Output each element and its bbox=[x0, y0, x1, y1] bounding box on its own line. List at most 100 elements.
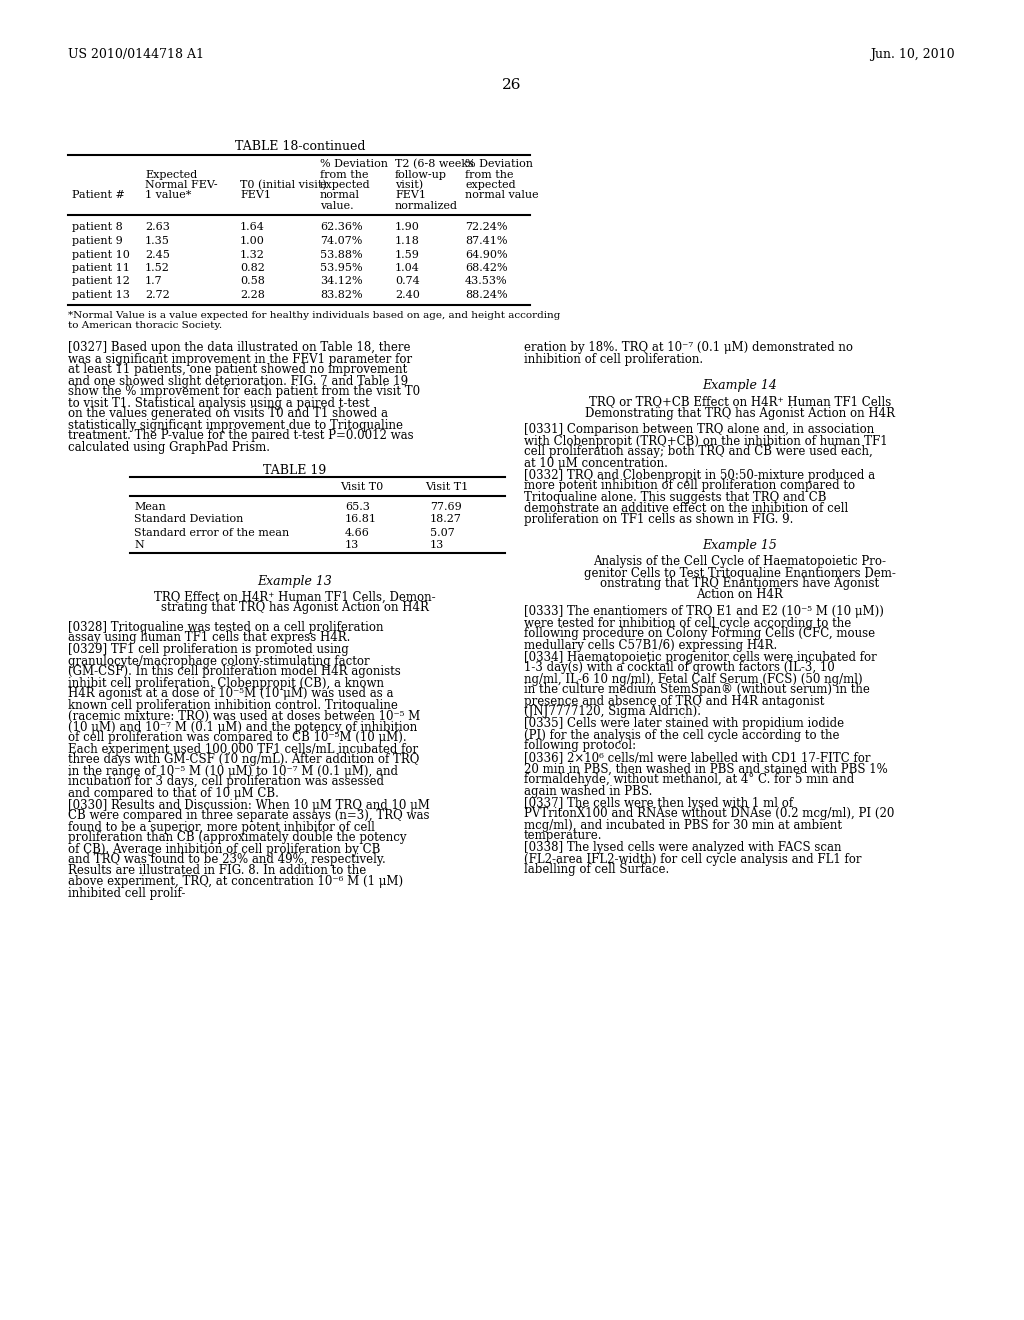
Text: inhibition of cell proliferation.: inhibition of cell proliferation. bbox=[524, 352, 703, 366]
Text: (PI) for the analysis of the cell cycle according to the: (PI) for the analysis of the cell cycle … bbox=[524, 729, 840, 742]
Text: Standard Deviation: Standard Deviation bbox=[134, 515, 244, 524]
Text: 34.12%: 34.12% bbox=[319, 276, 362, 286]
Text: PVTritonX100 and RNAse without DNAse (0.2 mcg/ml), PI (20: PVTritonX100 and RNAse without DNAse (0.… bbox=[524, 808, 894, 821]
Text: assay using human TF1 cells that express H4R.: assay using human TF1 cells that express… bbox=[68, 631, 350, 644]
Text: with Clobenpropit (TRQ+CB) on the inhibition of human TF1: with Clobenpropit (TRQ+CB) on the inhibi… bbox=[524, 434, 888, 447]
Text: granulocyte/macrophage colony-stimulating factor: granulocyte/macrophage colony-stimulatin… bbox=[68, 655, 370, 668]
Text: cell proliferation assay; both TRQ and CB were used each,: cell proliferation assay; both TRQ and C… bbox=[524, 446, 872, 458]
Text: patient 12: patient 12 bbox=[72, 276, 130, 286]
Text: 1 value*: 1 value* bbox=[145, 190, 191, 201]
Text: (GM-CSF). In this cell proliferation model H4R agonists: (GM-CSF). In this cell proliferation mod… bbox=[68, 665, 400, 678]
Text: treatment. The P-value for the paired t-test P=0.0012 was: treatment. The P-value for the paired t-… bbox=[68, 429, 414, 442]
Text: 2.45: 2.45 bbox=[145, 249, 170, 260]
Text: labelling of cell Surface.: labelling of cell Surface. bbox=[524, 863, 670, 876]
Text: T2 (6-8 weeks: T2 (6-8 weeks bbox=[395, 158, 474, 169]
Text: 77.69: 77.69 bbox=[430, 502, 462, 511]
Text: Jun. 10, 2010: Jun. 10, 2010 bbox=[870, 48, 954, 61]
Text: visit): visit) bbox=[395, 180, 423, 190]
Text: Standard error of the mean: Standard error of the mean bbox=[134, 528, 289, 537]
Text: 68.42%: 68.42% bbox=[465, 263, 508, 273]
Text: at 10 μM concentration.: at 10 μM concentration. bbox=[524, 457, 668, 470]
Text: 2.28: 2.28 bbox=[240, 290, 265, 300]
Text: Normal FEV-: Normal FEV- bbox=[145, 180, 218, 190]
Text: 1.90: 1.90 bbox=[395, 223, 420, 232]
Text: % Deviation: % Deviation bbox=[319, 158, 388, 169]
Text: and one showed slight deterioration. FIG. 7 and Table 19: and one showed slight deterioration. FIG… bbox=[68, 375, 409, 388]
Text: on the values generated on visits T0 and T1 showed a: on the values generated on visits T0 and… bbox=[68, 408, 388, 421]
Text: eration by 18%. TRQ at 10⁻⁷ (0.1 μM) demonstrated no: eration by 18%. TRQ at 10⁻⁷ (0.1 μM) dem… bbox=[524, 342, 853, 355]
Text: 1.7: 1.7 bbox=[145, 276, 163, 286]
Text: in the culture medium StemSpan® (without serum) in the: in the culture medium StemSpan® (without… bbox=[524, 684, 869, 697]
Text: 2.72: 2.72 bbox=[145, 290, 170, 300]
Text: Action on H4R: Action on H4R bbox=[696, 589, 783, 602]
Text: 1.35: 1.35 bbox=[145, 236, 170, 246]
Text: TRQ or TRQ+CB Effect on H4R⁺ Human TF1 Cells: TRQ or TRQ+CB Effect on H4R⁺ Human TF1 C… bbox=[589, 396, 891, 408]
Text: 2.63: 2.63 bbox=[145, 223, 170, 232]
Text: patient 13: patient 13 bbox=[72, 290, 130, 300]
Text: were tested for inhibition of cell cycle according to the: were tested for inhibition of cell cycle… bbox=[524, 616, 851, 630]
Text: [0335] Cells were later stained with propidium iodide: [0335] Cells were later stained with pro… bbox=[524, 718, 844, 730]
Text: at least 11 patients, one patient showed no improvement: at least 11 patients, one patient showed… bbox=[68, 363, 408, 376]
Text: genitor Cells to Test Tritoqualine Enantiomers Dem-: genitor Cells to Test Tritoqualine Enant… bbox=[584, 566, 896, 579]
Text: Results are illustrated in FIG. 8. In addition to the: Results are illustrated in FIG. 8. In ad… bbox=[68, 865, 367, 878]
Text: Example 13: Example 13 bbox=[258, 574, 333, 587]
Text: Tritoqualine alone. This suggests that TRQ and CB: Tritoqualine alone. This suggests that T… bbox=[524, 491, 826, 503]
Text: 0.74: 0.74 bbox=[395, 276, 420, 286]
Text: 74.07%: 74.07% bbox=[319, 236, 362, 246]
Text: expected: expected bbox=[319, 180, 371, 190]
Text: normalized: normalized bbox=[395, 201, 458, 211]
Text: normal value: normal value bbox=[465, 190, 539, 201]
Text: value.: value. bbox=[319, 201, 353, 211]
Text: onstrating that TRQ Enantiomers have Agonist: onstrating that TRQ Enantiomers have Ago… bbox=[600, 578, 880, 590]
Text: 0.82: 0.82 bbox=[240, 263, 265, 273]
Text: [0328] Tritoqualine was tested on a cell proliferation: [0328] Tritoqualine was tested on a cell… bbox=[68, 620, 384, 634]
Text: mcg/ml), and incubated in PBS for 30 min at ambient: mcg/ml), and incubated in PBS for 30 min… bbox=[524, 818, 842, 832]
Text: presence and absence of TRQ and H4R antagonist: presence and absence of TRQ and H4R anta… bbox=[524, 694, 824, 708]
Text: 72.24%: 72.24% bbox=[465, 223, 508, 232]
Text: formaldehyde, without methanol, at 4° C. for 5 min and: formaldehyde, without methanol, at 4° C.… bbox=[524, 774, 854, 787]
Text: follow-up: follow-up bbox=[395, 169, 447, 180]
Text: show the % improvement for each patient from the visit T0: show the % improvement for each patient … bbox=[68, 385, 420, 399]
Text: from the: from the bbox=[319, 169, 369, 180]
Text: 0.58: 0.58 bbox=[240, 276, 265, 286]
Text: [0334] Haematopoietic progenitor cells were incubated for: [0334] Haematopoietic progenitor cells w… bbox=[524, 651, 877, 664]
Text: 2.40: 2.40 bbox=[395, 290, 420, 300]
Text: [0332] TRQ and Clobenpropit in 50:50-mixture produced a: [0332] TRQ and Clobenpropit in 50:50-mix… bbox=[524, 469, 876, 482]
Text: Each experiment used 100,000 TF1 cells/mL incubated for: Each experiment used 100,000 TF1 cells/m… bbox=[68, 742, 418, 755]
Text: H4R agonist at a dose of 10⁻⁵M (10 μM) was used as a: H4R agonist at a dose of 10⁻⁵M (10 μM) w… bbox=[68, 688, 393, 701]
Text: patient 11: patient 11 bbox=[72, 263, 130, 273]
Text: 16.81: 16.81 bbox=[345, 515, 377, 524]
Text: 5.07: 5.07 bbox=[430, 528, 455, 537]
Text: 1.59: 1.59 bbox=[395, 249, 420, 260]
Text: [0336] 2×10⁶ cells/ml were labelled with CD1 17-FITC for: [0336] 2×10⁶ cells/ml were labelled with… bbox=[524, 751, 870, 764]
Text: 53.95%: 53.95% bbox=[319, 263, 362, 273]
Text: N: N bbox=[134, 540, 143, 550]
Text: 65.3: 65.3 bbox=[345, 502, 370, 511]
Text: incubation for 3 days, cell proliferation was assessed: incubation for 3 days, cell proliferatio… bbox=[68, 776, 384, 788]
Text: [0330] Results and Discussion: When 10 μM TRQ and 10 μM: [0330] Results and Discussion: When 10 μ… bbox=[68, 799, 430, 812]
Text: Patient #: Patient # bbox=[72, 190, 125, 201]
Text: more potent inhibition of cell proliferation compared to: more potent inhibition of cell prolifera… bbox=[524, 479, 855, 492]
Text: 64.90%: 64.90% bbox=[465, 249, 508, 260]
Text: 26: 26 bbox=[502, 78, 522, 92]
Text: medullary cells C57B1/6) expressing H4R.: medullary cells C57B1/6) expressing H4R. bbox=[524, 639, 777, 652]
Text: 53.88%: 53.88% bbox=[319, 249, 362, 260]
Text: Visit T0: Visit T0 bbox=[340, 483, 383, 492]
Text: [0327] Based upon the data illustrated on Table 18, there: [0327] Based upon the data illustrated o… bbox=[68, 342, 411, 355]
Text: FEV1: FEV1 bbox=[240, 190, 271, 201]
Text: 1.00: 1.00 bbox=[240, 236, 265, 246]
Text: calculated using GraphPad Prism.: calculated using GraphPad Prism. bbox=[68, 441, 270, 454]
Text: TABLE 18-continued: TABLE 18-continued bbox=[234, 140, 366, 153]
Text: and TRQ was found to be 23% and 49%, respectively.: and TRQ was found to be 23% and 49%, res… bbox=[68, 854, 386, 866]
Text: [0333] The enantiomers of TRQ E1 and E2 (10⁻⁵ M (10 μM)): [0333] The enantiomers of TRQ E1 and E2 … bbox=[524, 606, 884, 619]
Text: of cell proliferation was compared to CB 10⁻⁵M (10 μM).: of cell proliferation was compared to CB… bbox=[68, 731, 407, 744]
Text: Example 14: Example 14 bbox=[702, 380, 777, 392]
Text: Analysis of the Cell Cycle of Haematopoietic Pro-: Analysis of the Cell Cycle of Haematopoi… bbox=[594, 556, 887, 569]
Text: three days with GM-CSF (10 ng/mL). After addition of TRQ: three days with GM-CSF (10 ng/mL). After… bbox=[68, 754, 420, 767]
Text: patient 10: patient 10 bbox=[72, 249, 130, 260]
Text: proliferation on TF1 cells as shown in FIG. 9.: proliferation on TF1 cells as shown in F… bbox=[524, 512, 794, 525]
Text: ng/ml, IL-6 10 ng/ml), Fetal Calf Serum (FCS) (50 ng/ml): ng/ml, IL-6 10 ng/ml), Fetal Calf Serum … bbox=[524, 672, 862, 685]
Text: Expected: Expected bbox=[145, 169, 198, 180]
Text: 1-3 day(s) with a cocktail of growth factors (IL-3, 10: 1-3 day(s) with a cocktail of growth fac… bbox=[524, 661, 835, 675]
Text: [0337] The cells were then lysed with 1 ml of: [0337] The cells were then lysed with 1 … bbox=[524, 796, 794, 809]
